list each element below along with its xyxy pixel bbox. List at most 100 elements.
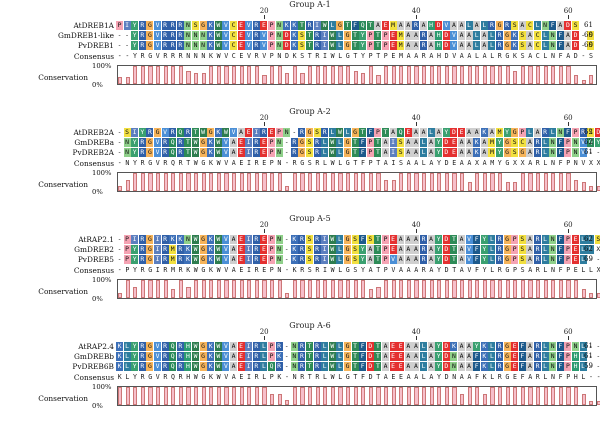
conservation-bar	[323, 387, 328, 405]
conservation-bar	[566, 280, 571, 298]
residue-cell: F	[473, 255, 481, 264]
residue-cell: L	[420, 342, 427, 351]
residue-cell: D	[366, 342, 374, 351]
residue-cell: I	[245, 362, 253, 371]
conservation-bar	[376, 173, 381, 191]
conservation-bar	[346, 280, 351, 298]
residue-cell: Y	[435, 362, 443, 371]
residue-cell: N	[184, 235, 192, 244]
residue-cell: R	[496, 342, 503, 351]
residue-cell: L	[579, 255, 587, 264]
conservation-bar	[429, 387, 434, 405]
residue-cell: L	[488, 342, 496, 351]
residue-cell: I	[252, 128, 260, 137]
residue-cell: I	[245, 148, 253, 157]
residue-cell: W	[214, 245, 222, 254]
consensus-residue: R	[315, 159, 320, 167]
consensus-residue: N	[186, 52, 191, 60]
residue-cell: E	[237, 362, 245, 371]
residue-cell: Y	[131, 138, 139, 147]
residue-cell: R	[176, 352, 184, 361]
conservation-bar	[566, 66, 571, 84]
conservation-bar	[254, 173, 259, 191]
residue-cell: A	[366, 245, 374, 254]
conservation-bar	[125, 76, 130, 84]
residue-cell: A	[458, 41, 465, 50]
residue-cell: G	[146, 31, 154, 40]
consensus-label: Consensus	[73, 266, 114, 275]
residue-cell: N	[549, 245, 557, 254]
residue-cell: F	[359, 235, 367, 244]
residue-cell: T	[450, 245, 458, 254]
residue-cell: F	[359, 342, 367, 351]
residue-cell: R	[176, 21, 184, 30]
consensus-residue: S	[588, 52, 593, 60]
consensus-residue: L	[322, 159, 327, 167]
consensus-residue: R	[315, 52, 320, 60]
residue-cell: H	[572, 352, 579, 361]
conservation-label: Conservation	[38, 287, 88, 296]
residue-cell: Q	[169, 138, 177, 147]
residue-cell: G	[503, 352, 511, 361]
residue-cell: S	[351, 255, 359, 264]
consensus-residue: T	[376, 52, 381, 60]
residue-cell: R	[321, 128, 329, 137]
residue-cell: M	[169, 245, 177, 254]
residue-cell: E	[389, 342, 397, 351]
consensus-residue: D	[444, 52, 449, 60]
conservation-bar	[330, 280, 335, 298]
consensus-residue: S	[398, 159, 403, 167]
residue-cell: N	[572, 148, 579, 157]
residue-cell: R	[534, 148, 541, 157]
conservation-bar	[528, 66, 533, 84]
residue-cell: S	[518, 245, 526, 254]
residue-cell: R	[313, 235, 321, 244]
residue-cell: F	[473, 245, 481, 254]
consensus-residue: X	[596, 159, 600, 167]
residue-cell: K	[207, 21, 215, 30]
conservation-plot	[117, 65, 597, 85]
residue-cell: S	[511, 21, 519, 30]
consensus-residue: I	[246, 266, 251, 274]
consensus-residue: D	[444, 373, 449, 381]
residue-cell: I	[245, 138, 253, 147]
residue-cell: A	[526, 362, 534, 371]
conservation-bar	[589, 292, 594, 298]
residue-cell: Y	[503, 128, 511, 137]
sequence-name: GmDREBa	[74, 138, 114, 147]
conservation-bar	[201, 173, 206, 191]
conservation-bar	[315, 66, 320, 84]
residue-cell: Q	[268, 362, 275, 371]
conservation-bar	[558, 387, 563, 405]
conservation-bar	[368, 289, 373, 298]
residue-cell: D	[366, 362, 374, 371]
residue-cell: G	[344, 31, 351, 40]
conservation-bar	[536, 387, 541, 405]
conservation-bar	[308, 66, 313, 84]
residue-cell: C	[230, 21, 237, 30]
residue-cell: V	[260, 31, 268, 40]
residue-cell: E	[450, 148, 458, 157]
sequence-row: GmDREB1-like - - Y R G V R R R N N N K W V C E V R V P N D K S T R I…	[0, 31, 600, 40]
conservation-bar	[551, 280, 556, 298]
residue-cell: -	[579, 31, 587, 40]
consensus-residue: X	[520, 159, 525, 167]
conservation-bar	[536, 66, 541, 84]
consensus-residue: P	[269, 159, 274, 167]
consensus-residue: V	[224, 266, 229, 274]
consensus-residue: G	[505, 159, 510, 167]
residue-cell: R	[534, 235, 541, 244]
residue-cell: F	[556, 245, 564, 254]
residue-cell: A	[382, 342, 389, 351]
conservation-bar	[262, 173, 267, 191]
residue-cell: S	[511, 138, 519, 147]
residue-cell: N	[549, 235, 557, 244]
conservation-bar	[498, 173, 503, 191]
conservation-plot	[117, 386, 600, 406]
residue-cell: R	[252, 138, 260, 147]
residue-cell: Q	[397, 128, 405, 137]
consensus-residue: A	[414, 52, 419, 60]
residue-cell: K	[480, 352, 488, 361]
consensus-residue: Y	[497, 159, 502, 167]
consensus-residue: F	[474, 373, 479, 381]
